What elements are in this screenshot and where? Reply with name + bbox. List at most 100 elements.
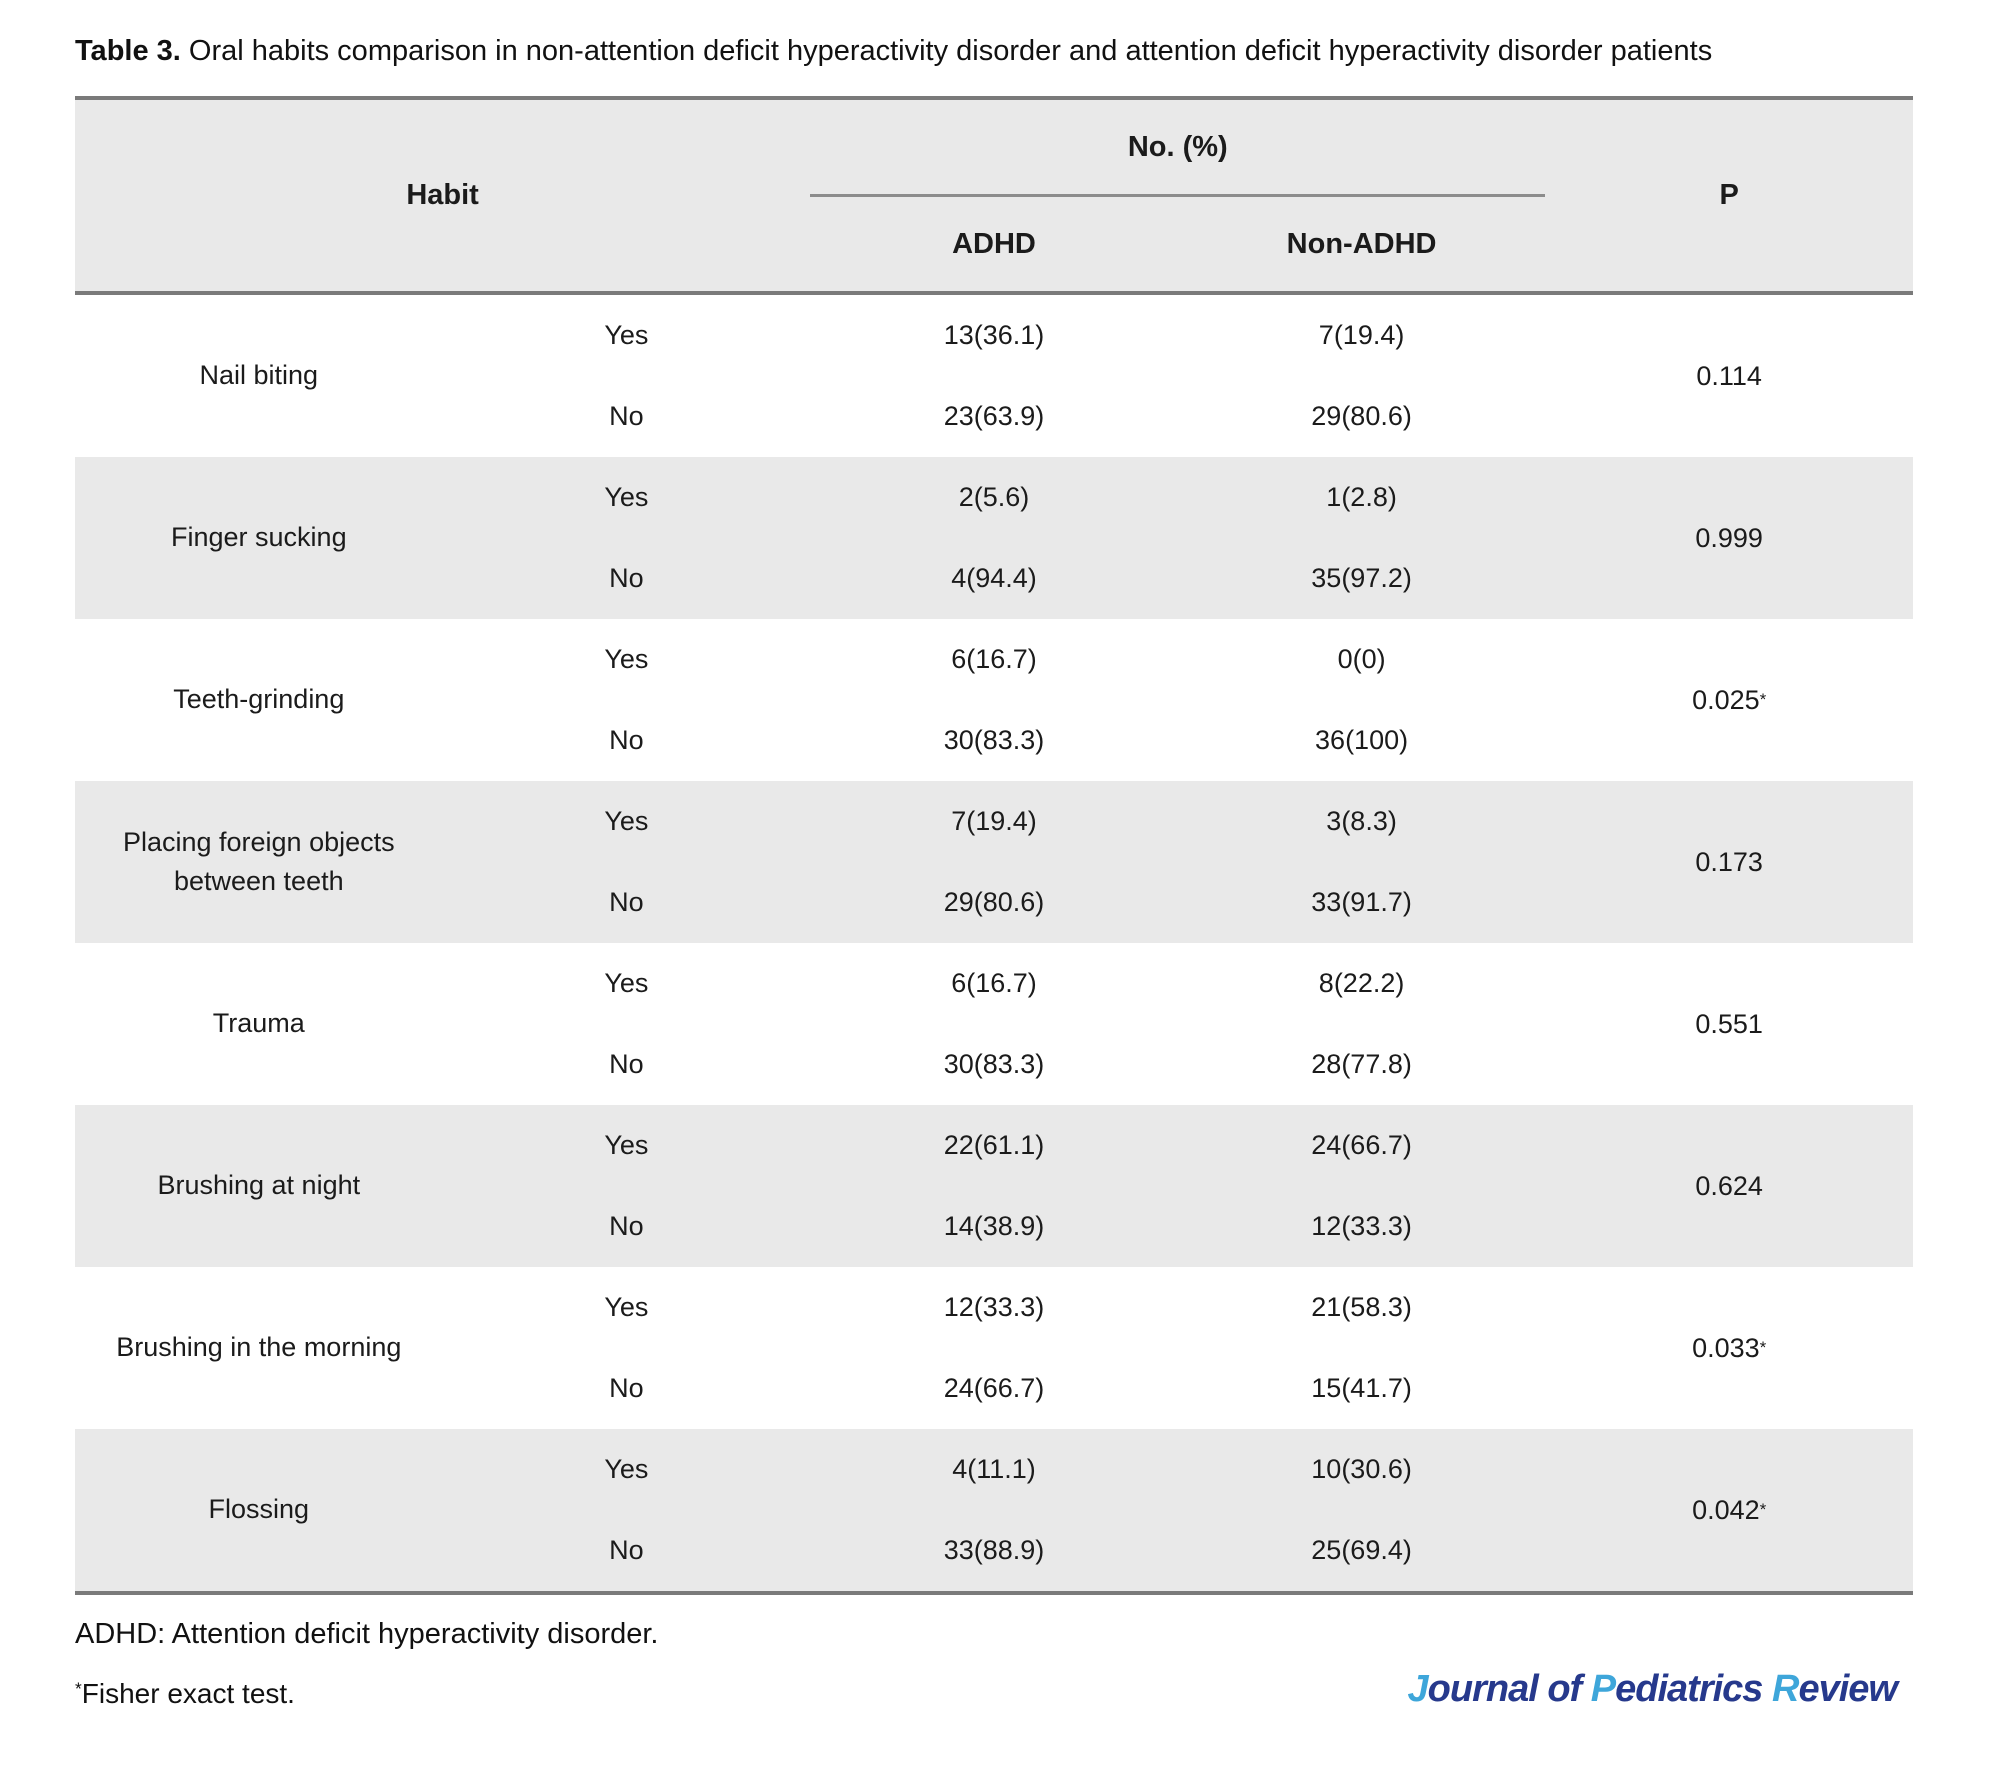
yes-row-label: Yes [604, 1130, 649, 1160]
non-adhd-yes-value: 3(8.3) [1326, 806, 1397, 836]
adhd-yes-value: 4(11.1) [952, 1454, 1036, 1484]
p-value-cell: 0.624 [1545, 1105, 1913, 1267]
habit-label: Finger sucking [171, 522, 347, 553]
non-adhd-yes-value: 24(66.7) [1311, 1130, 1412, 1160]
adhd-yes-value: 13(36.1) [943, 320, 1045, 350]
non-adhd-no-value: 29(80.6) [1311, 401, 1412, 431]
fisher-footnote: *Fisher exact test. [75, 1678, 295, 1710]
adhd-no-value: 30(83.3) [943, 1049, 1045, 1079]
yes-row-label: Yes [604, 320, 649, 350]
non-adhd-no-value: 25(69.4) [1311, 1535, 1412, 1565]
logo-accent-letter: J [1407, 1668, 1429, 1710]
non-adhd-yes-value: 1(2.8) [1326, 482, 1397, 512]
fisher-footnote-text: Fisher exact test. [81, 1678, 295, 1709]
adhd-yes-value: 6(16.7) [951, 644, 1037, 674]
habit-label: Brushing in the morning [116, 1332, 402, 1363]
adhd-no-value: 14(38.9) [943, 1211, 1045, 1241]
no-row-label: No [609, 1211, 644, 1241]
no-row-label: No [609, 725, 644, 755]
column-header-adhd: ADHD [952, 227, 1036, 260]
p-value-cell: 0.999 [1545, 457, 1913, 619]
habit-row-group: Teeth-grinding Yes 6(16.7) 0(0) No 30(83… [75, 619, 1913, 781]
non-adhd-yes-value: 8(22.2) [1318, 968, 1405, 998]
column-header-p: P [1719, 179, 1739, 211]
non-adhd-no-value: 15(41.7) [1311, 1373, 1412, 1403]
p-value: 0.999 [1695, 522, 1763, 553]
header-divider-line [810, 194, 1546, 197]
adhd-no-value: 30(83.3) [943, 725, 1045, 755]
adhd-yes-value: 2(5.6) [958, 482, 1030, 512]
adhd-no-value: 33(88.9) [943, 1535, 1045, 1565]
column-header-no-percent: No. (%) [1127, 130, 1228, 163]
non-adhd-no-value: 35(97.2) [1311, 563, 1412, 593]
habit-label: Trauma [212, 1008, 305, 1039]
adhd-no-value: 4(94.4) [951, 563, 1037, 593]
adhd-no-value: 23(63.9) [943, 401, 1045, 431]
non-adhd-no-value: 33(91.7) [1311, 887, 1412, 917]
table-header-row: Habit No. (%) ADHD Non-ADHD P [75, 100, 1913, 295]
yes-row-label: Yes [604, 1292, 649, 1322]
adhd-no-value: 24(66.7) [943, 1373, 1045, 1403]
logo-accent-letter: R [1772, 1668, 1799, 1710]
no-row-label: No [609, 563, 644, 593]
adhd-yes-value: 22(61.1) [943, 1130, 1045, 1160]
p-value: 0.551 [1695, 1008, 1763, 1039]
p-value-cell: 0.042 * [1692, 1494, 1767, 1525]
habit-row-group: Trauma Yes 6(16.7) 8(22.2) No 30(83.3) 2… [75, 943, 1913, 1105]
no-row-label: No [609, 401, 644, 431]
yes-row-label: Yes [604, 806, 649, 836]
habit-label: Teeth-grinding [173, 684, 345, 715]
habit-row-group: Brushing in the morning Yes 12(33.3) 21(… [75, 1267, 1913, 1429]
journal-logo: Journal of Pediatrics Review [1407, 1668, 1898, 1711]
p-value: 0.033 [1692, 1332, 1760, 1363]
p-value: 0.624 [1695, 1170, 1763, 1201]
logo-text: ediatrics [1615, 1668, 1773, 1710]
logo-accent-letter: P [1590, 1668, 1616, 1710]
habit-label: Nail biting [199, 360, 319, 391]
habit-row-group: Brushing at night Yes 22(61.1) 24(66.7) … [75, 1105, 1913, 1267]
column-header-non-adhd: Non-ADHD [1286, 227, 1437, 260]
p-value: 0.042 [1692, 1494, 1760, 1525]
non-adhd-yes-value: 0(0) [1337, 644, 1386, 674]
fisher-footnote-asterisk: * [75, 1678, 82, 1699]
p-value-cell: 0.114 [1545, 295, 1913, 457]
yes-row-label: Yes [604, 1454, 649, 1484]
no-row-label: No [609, 1535, 644, 1565]
p-value: 0.173 [1695, 846, 1763, 877]
non-adhd-no-value: 36(100) [1315, 725, 1409, 755]
table-caption: Table 3. Oral habits comparison in non-a… [75, 34, 1940, 69]
p-value: 0.114 [1696, 360, 1762, 391]
logo-text: ournal of [1427, 1668, 1591, 1710]
logo-text: eview [1798, 1668, 1898, 1710]
p-value-cell: 0.551 [1545, 943, 1913, 1105]
adhd-no-value: 29(80.6) [943, 887, 1045, 917]
p-value-cell: 0.173 [1545, 781, 1913, 943]
non-adhd-yes-value: 10(30.6) [1311, 1454, 1412, 1484]
habit-row-group: Placing foreign objects between teeth Ye… [75, 781, 1913, 943]
non-adhd-yes-value: 21(58.3) [1311, 1292, 1412, 1322]
no-row-label: No [609, 1373, 644, 1403]
yes-row-label: Yes [604, 644, 649, 674]
column-header-group: No. (%) ADHD Non-ADHD [810, 100, 1546, 291]
p-value: 0.025 [1692, 684, 1760, 715]
non-adhd-no-value: 28(77.8) [1311, 1049, 1412, 1079]
p-value-cell: 0.025 * [1692, 684, 1767, 715]
table-caption-number: Table 3. [75, 35, 181, 67]
habit-row-group: Nail biting Yes 13(36.1) 7(19.4) No 23(6… [75, 295, 1913, 457]
column-subheaders: ADHD Non-ADHD [810, 197, 1545, 291]
habit-label: Flossing [208, 1494, 310, 1525]
oral-habits-table: Habit No. (%) ADHD Non-ADHD P Nail bitin… [75, 96, 1913, 1595]
adhd-yes-value: 7(19.4) [951, 806, 1037, 836]
habit-row-group: Flossing Yes 4(11.1) 10(30.6) No 33(88.9… [75, 1429, 1913, 1591]
habit-row-group: Finger sucking Yes 2(5.6) 1(2.8) No 4(94… [75, 457, 1913, 619]
adhd-yes-value: 12(33.3) [943, 1292, 1045, 1322]
non-adhd-yes-value: 7(19.4) [1318, 320, 1405, 350]
table-body: Nail biting Yes 13(36.1) 7(19.4) No 23(6… [75, 295, 1913, 1591]
yes-row-label: Yes [604, 482, 649, 512]
yes-row-label: Yes [604, 968, 649, 998]
no-row-label: No [609, 887, 644, 917]
p-value-cell: 0.033 * [1692, 1332, 1767, 1363]
habit-label: Brushing at night [157, 1170, 361, 1201]
abbreviation-footnote: ADHD: Attention deficit hyperactivity di… [75, 1618, 659, 1650]
